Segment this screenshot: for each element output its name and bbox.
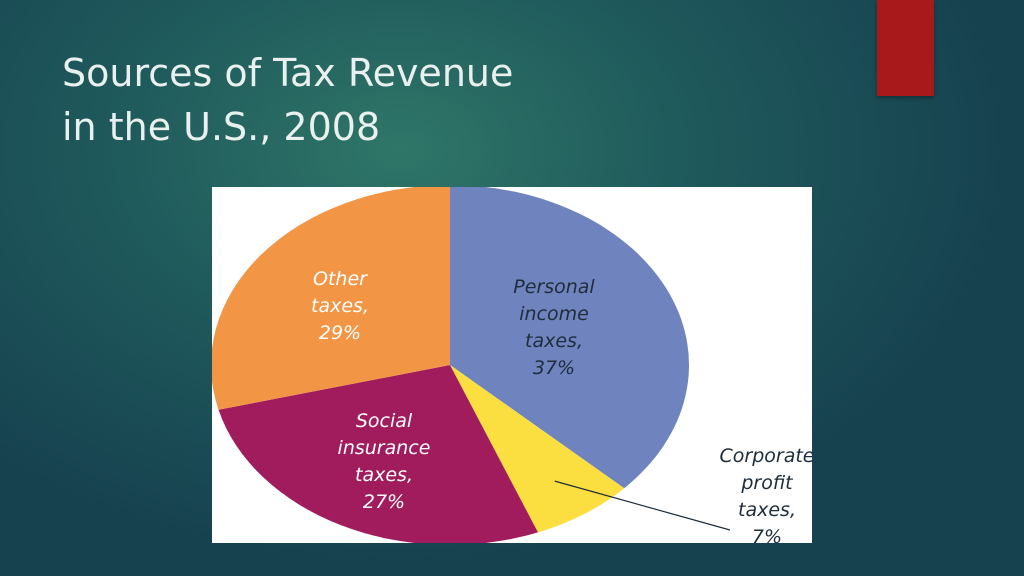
slice-label-corporate-line-4: 7% [752,526,782,543]
slice-label-corporate-line-2: profit [740,472,794,494]
slice-label-personal: Personal income taxes, 37% [513,276,595,379]
slice-label-social-line-4: 27% [363,491,405,513]
slice-label-social-line-2: insurance [338,437,431,459]
slice-label-personal-line-3: taxes, [525,330,583,352]
slice-label-personal-line-2: income [519,303,589,325]
accent-block [877,0,934,96]
slice-label-other-line-1: Other [313,268,368,290]
pie-slice-personal [450,187,689,489]
pie-slice-corporate [450,365,625,533]
leader-line-corporate [554,480,731,531]
slice-label-other-line-3: 29% [319,322,361,344]
slide-title: Sources of Tax Revenue in the U.S., 2008 [62,46,662,154]
slice-label-corporate-line-1: Corporate [720,445,812,467]
pie-chart: Personal income taxes, 37% Corporate profit ta… [212,187,812,543]
pie-chart-panel: Personal income taxes, 37% Corporate profit ta… [212,187,812,543]
slide-title-line-1: Sources of Tax Revenue [62,51,514,95]
pie-slice-social [218,365,538,543]
slice-label-social: Social insurance taxes, 27% [338,410,431,513]
slice-label-corporate-line-3: taxes, [738,499,796,521]
slide-title-line-2: in the U.S., 2008 [62,105,381,149]
slice-label-personal-line-4: 37% [533,357,575,379]
slice-label-personal-line-1: Personal [513,276,595,298]
pie-slice-other [212,187,450,410]
slice-label-corporate: Corporate profit taxes, 7% [720,445,812,543]
slice-label-other-line-2: taxes, [311,295,369,317]
slice-label-other: Other taxes, 29% [311,268,369,344]
slice-label-social-line-1: Social [356,410,413,432]
slice-label-social-line-3: taxes, [355,464,413,486]
